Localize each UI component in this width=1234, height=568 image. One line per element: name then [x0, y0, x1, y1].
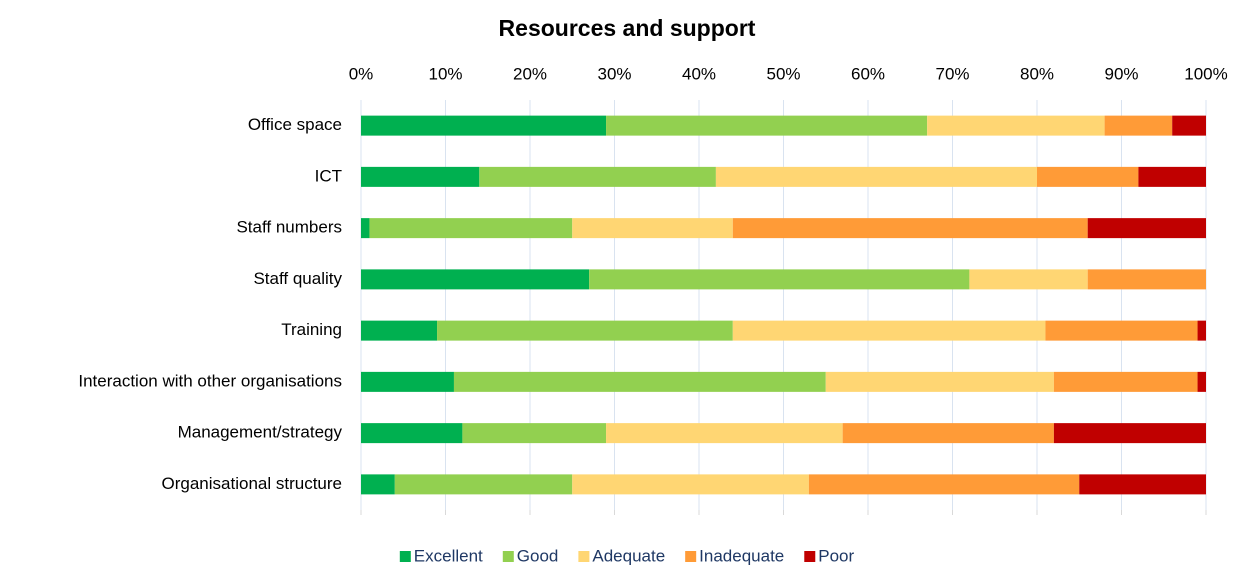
- bar-segment: [606, 423, 843, 444]
- bar-segment: [462, 423, 607, 444]
- bar-segment: [969, 269, 1088, 290]
- bar-segment: [1045, 320, 1198, 341]
- x-tick-label: 0%: [349, 64, 374, 83]
- x-tick-label: 10%: [428, 64, 462, 83]
- bar-segment: [361, 320, 438, 341]
- bar-segment: [715, 166, 1037, 187]
- y-tick-label: Interaction with other organisations: [78, 371, 342, 390]
- legend-label: Inadequate: [699, 546, 784, 565]
- legend-swatch: [578, 551, 590, 562]
- bar-segment: [453, 371, 826, 392]
- legend-swatch: [804, 551, 816, 562]
- bar-segment: [1104, 115, 1173, 136]
- x-tick-label: 30%: [597, 64, 631, 83]
- bar-segment: [842, 423, 1054, 444]
- x-tick-label: 20%: [513, 64, 547, 83]
- bar-segment: [1087, 218, 1206, 239]
- bar-segment: [606, 115, 928, 136]
- x-tick-label: 70%: [935, 64, 969, 83]
- x-tick-label: 100%: [1184, 64, 1227, 83]
- legend-swatch: [399, 551, 411, 562]
- bar-segment: [1172, 115, 1206, 136]
- legend-swatch: [685, 551, 697, 562]
- bar-segment: [1053, 371, 1198, 392]
- bar-segment: [1138, 166, 1206, 187]
- bar-segment: [732, 320, 1046, 341]
- bar-segment: [361, 269, 590, 290]
- legend-label: Good: [517, 546, 559, 565]
- legend-swatch: [502, 551, 514, 562]
- bar-segment: [1197, 371, 1206, 392]
- y-tick-label: Management/strategy: [178, 423, 343, 442]
- x-tick-label: 50%: [766, 64, 800, 83]
- bar-segment: [361, 166, 480, 187]
- bar-segment: [479, 166, 716, 187]
- legend-label: Poor: [818, 546, 854, 565]
- bar-segment: [437, 320, 733, 341]
- bar-segment: [361, 371, 454, 392]
- x-tick-label: 90%: [1104, 64, 1138, 83]
- y-tick-label: Office space: [248, 115, 342, 134]
- bar-segment: [1197, 320, 1206, 341]
- y-tick-label: ICT: [315, 166, 342, 185]
- bar-segment: [361, 474, 395, 495]
- bar-segment: [572, 474, 809, 495]
- x-tick-label: 40%: [682, 64, 716, 83]
- bar-segment: [361, 115, 607, 136]
- y-tick-label: Staff numbers: [236, 218, 342, 237]
- x-tick-label: 80%: [1020, 64, 1054, 83]
- bar-segment: [361, 423, 463, 444]
- bar-segment: [732, 218, 1088, 239]
- bar-segment: [825, 371, 1054, 392]
- bar-segment: [808, 474, 1080, 495]
- bar-segment: [927, 115, 1105, 136]
- bar-segment: [1087, 269, 1206, 290]
- bar-segment: [1079, 474, 1206, 495]
- bar-segment: [1037, 166, 1139, 187]
- x-tick-label: 60%: [851, 64, 885, 83]
- bar-segment: [1053, 423, 1206, 444]
- legend-label: Adequate: [592, 546, 665, 565]
- chart-title: Resources and support: [499, 15, 756, 41]
- legend-label: Excellent: [414, 546, 483, 565]
- bar-segment: [572, 218, 733, 239]
- bar-segment: [394, 474, 573, 495]
- bar-segment: [361, 218, 370, 239]
- y-tick-label: Training: [281, 320, 342, 339]
- y-tick-label: Staff quality: [253, 269, 342, 288]
- bar-segment: [369, 218, 573, 239]
- bar-segment: [589, 269, 970, 290]
- y-tick-label: Organisational structure: [162, 474, 342, 493]
